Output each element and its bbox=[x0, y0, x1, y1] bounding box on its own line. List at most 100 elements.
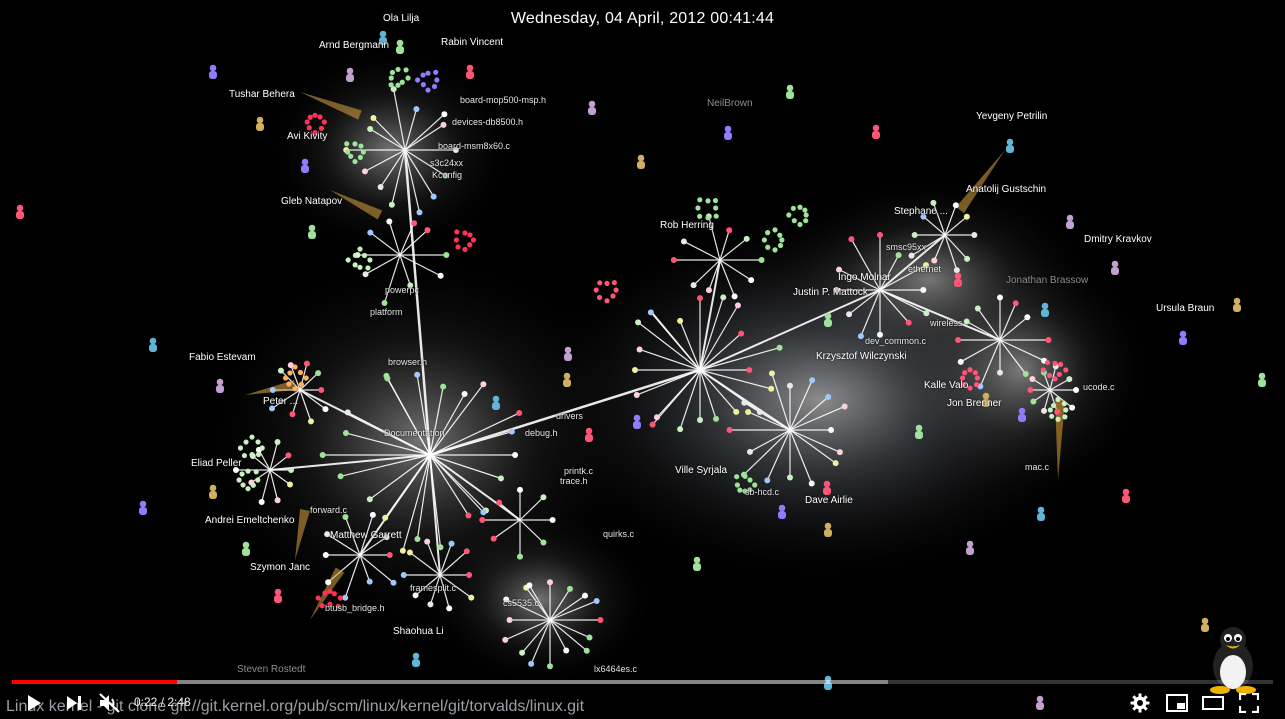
file-node bbox=[407, 282, 414, 289]
file-node bbox=[772, 227, 778, 233]
file-label: forward.c bbox=[310, 505, 348, 515]
file-node bbox=[955, 337, 962, 343]
file-node bbox=[243, 439, 249, 445]
theater-mode-button[interactable] bbox=[1199, 690, 1227, 716]
file-node bbox=[597, 617, 604, 623]
file-node bbox=[697, 197, 703, 203]
file-node bbox=[245, 486, 251, 492]
file-node bbox=[434, 77, 440, 83]
file-node bbox=[971, 232, 978, 238]
file-node bbox=[677, 317, 684, 324]
file-node bbox=[312, 112, 318, 118]
file-node bbox=[232, 467, 239, 473]
file-label: drivers bbox=[556, 411, 584, 421]
file-node bbox=[583, 647, 590, 654]
file-node bbox=[414, 371, 421, 378]
mute-button[interactable] bbox=[96, 690, 124, 716]
file-node bbox=[604, 298, 610, 304]
file-node bbox=[528, 660, 535, 667]
contributor-avatar bbox=[982, 392, 990, 407]
next-icon bbox=[67, 696, 81, 710]
file-node bbox=[547, 663, 553, 670]
next-button[interactable] bbox=[60, 690, 88, 716]
file-node bbox=[1073, 387, 1080, 393]
file-node bbox=[930, 199, 937, 206]
file-node bbox=[388, 75, 394, 81]
contributor-name: Peter ... bbox=[263, 396, 299, 407]
file-node bbox=[448, 540, 455, 547]
file-node bbox=[319, 452, 326, 458]
progress-bar[interactable] bbox=[12, 680, 1273, 684]
fullscreen-icon bbox=[1239, 693, 1259, 713]
file-label: board-msm8x60.c bbox=[438, 141, 511, 151]
file-node bbox=[922, 262, 929, 269]
file-label: ucode.c bbox=[1083, 382, 1115, 392]
file-node bbox=[765, 244, 771, 250]
file-node bbox=[697, 295, 703, 302]
file-node bbox=[1063, 367, 1069, 373]
file-node bbox=[465, 512, 472, 519]
contributor-name: Ville Syrjala bbox=[675, 465, 728, 476]
contributor-avatar bbox=[637, 154, 645, 169]
contributor-avatars bbox=[16, 30, 1266, 710]
contributor-avatar bbox=[588, 100, 596, 115]
file-node bbox=[255, 451, 262, 458]
file-node bbox=[705, 198, 711, 204]
file-node bbox=[953, 267, 960, 274]
file-node bbox=[381, 300, 388, 307]
file-node bbox=[743, 235, 750, 242]
file-node bbox=[563, 647, 570, 654]
file-node bbox=[1029, 375, 1036, 382]
file-label: mac.c bbox=[1025, 462, 1050, 472]
file-node bbox=[690, 282, 697, 289]
file-node bbox=[633, 391, 640, 398]
file-node bbox=[974, 305, 981, 312]
settings-button[interactable] bbox=[1126, 690, 1154, 716]
file-node bbox=[1062, 414, 1068, 420]
file-node bbox=[967, 367, 973, 373]
file-node bbox=[287, 370, 293, 376]
file-node bbox=[502, 636, 509, 643]
contributor-name: Rabin Vincent bbox=[441, 37, 504, 48]
contributor-name: Dmitry Kravkov bbox=[1084, 234, 1152, 245]
file-node bbox=[846, 311, 853, 318]
contributor-name: Shaohua Li bbox=[393, 626, 444, 637]
file-node bbox=[1047, 407, 1053, 413]
file-node bbox=[462, 230, 468, 236]
file-label: browser.h bbox=[388, 357, 428, 367]
file-label: s3c24xx bbox=[430, 158, 464, 168]
file-node bbox=[636, 346, 643, 353]
play-button[interactable] bbox=[20, 690, 48, 716]
file-node bbox=[1061, 401, 1067, 407]
file-node bbox=[307, 114, 313, 120]
fullscreen-button[interactable] bbox=[1235, 690, 1263, 716]
file-node bbox=[1027, 387, 1034, 393]
file-node bbox=[277, 367, 284, 374]
play-icon bbox=[28, 695, 41, 711]
file-node bbox=[713, 205, 719, 211]
file-node bbox=[399, 79, 405, 85]
file-node bbox=[610, 293, 616, 299]
contributor-avatar bbox=[585, 427, 593, 442]
file-label: lx6464es.c bbox=[594, 664, 638, 674]
file-node bbox=[765, 230, 771, 236]
contributor-avatar bbox=[966, 540, 974, 555]
file-node bbox=[446, 605, 453, 612]
file-node bbox=[345, 149, 351, 155]
file-node bbox=[1052, 360, 1058, 367]
file-label: smsc95xx bbox=[886, 242, 927, 252]
file-node bbox=[239, 471, 245, 477]
file-node bbox=[342, 430, 349, 437]
file-node bbox=[287, 362, 294, 369]
file-node bbox=[604, 280, 610, 287]
contributor-avatar bbox=[1006, 138, 1014, 153]
file-label: ethernet bbox=[908, 264, 942, 274]
file-node bbox=[383, 534, 390, 541]
file-node bbox=[249, 451, 255, 458]
contributor-name: Tushar Behera bbox=[229, 89, 295, 100]
file-label: sb-hcd.c bbox=[745, 487, 780, 497]
file-node bbox=[1054, 408, 1061, 415]
file-node bbox=[967, 385, 973, 391]
miniplayer-button[interactable] bbox=[1163, 690, 1191, 716]
